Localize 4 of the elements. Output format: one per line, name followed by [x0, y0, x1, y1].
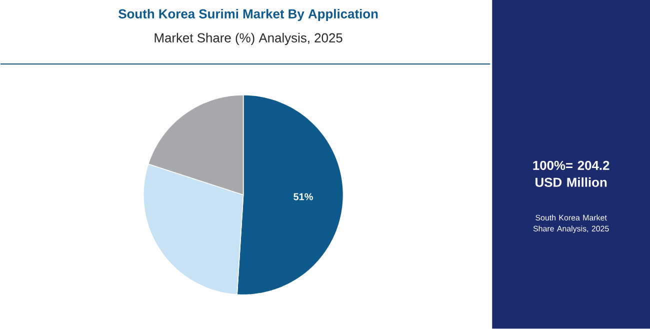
text: 100%= 204.2 USD Million: [533, 160, 610, 188]
data-label: 51%: [294, 193, 313, 200]
chart-title: South Korea Surimi Market By Application: [118, 9, 378, 22]
chart-subtitle: Market Share (%) Analysis, 2025: [154, 33, 342, 46]
